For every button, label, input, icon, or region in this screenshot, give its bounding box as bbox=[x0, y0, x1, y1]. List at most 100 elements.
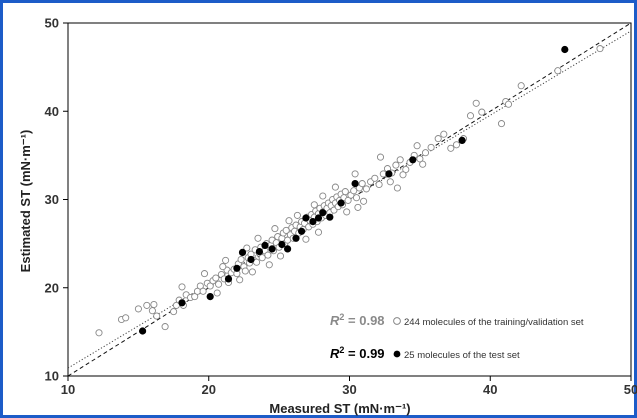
test-point bbox=[292, 234, 300, 242]
training-point bbox=[237, 255, 245, 264]
x-axis-label: Measured ST (mN·m⁻¹) bbox=[269, 401, 410, 416]
training-point bbox=[276, 252, 285, 260]
y-tick-label: 40 bbox=[45, 104, 59, 119]
test-point bbox=[247, 255, 255, 264]
test-point bbox=[206, 293, 214, 301]
test-point bbox=[319, 209, 327, 217]
training-point bbox=[554, 67, 562, 75]
training-point bbox=[271, 225, 279, 233]
training-point bbox=[302, 235, 310, 243]
test-point bbox=[314, 214, 323, 222]
training-point bbox=[191, 293, 199, 301]
legend-marker-open-circle bbox=[393, 317, 401, 325]
training-point bbox=[122, 314, 130, 322]
test-point bbox=[238, 248, 247, 256]
training-point bbox=[402, 165, 410, 174]
test-point bbox=[561, 45, 569, 54]
test-point bbox=[409, 156, 417, 164]
y-tick-label: 20 bbox=[45, 280, 59, 295]
test-point bbox=[268, 245, 276, 253]
training-point bbox=[212, 274, 220, 282]
training-point bbox=[343, 208, 351, 216]
test-point bbox=[309, 218, 317, 226]
data-points bbox=[95, 45, 604, 337]
test-point bbox=[233, 264, 241, 272]
x-tick-label: 50 bbox=[624, 382, 637, 397]
training-point bbox=[206, 282, 214, 290]
training-point bbox=[172, 301, 180, 309]
training-point bbox=[421, 149, 430, 157]
training-point bbox=[371, 174, 379, 182]
legend-label-training: 244 molecules of the training/validation… bbox=[404, 317, 584, 328]
axis-ticks: 10 20 30 40 50 10 20 30 40 50 bbox=[45, 16, 637, 398]
test-point bbox=[458, 136, 466, 144]
training-point bbox=[419, 160, 427, 168]
legend-marker-filled-circle bbox=[393, 350, 401, 358]
training-point bbox=[396, 156, 404, 164]
training-point bbox=[170, 308, 178, 316]
test-point bbox=[326, 213, 334, 221]
training-point bbox=[466, 112, 475, 120]
test-point bbox=[302, 214, 310, 222]
test-point bbox=[351, 180, 359, 188]
training-point bbox=[253, 258, 261, 266]
test-point bbox=[284, 245, 292, 253]
training-point bbox=[243, 244, 251, 252]
training-point bbox=[399, 171, 407, 179]
training-point bbox=[344, 196, 352, 204]
x-tick-label: 30 bbox=[342, 382, 356, 397]
training-point bbox=[153, 312, 161, 320]
training-point bbox=[478, 108, 486, 116]
training-point bbox=[350, 187, 358, 195]
test-point bbox=[278, 240, 286, 249]
training-point bbox=[222, 256, 230, 264]
training-point bbox=[452, 141, 461, 149]
x-tick-label: 40 bbox=[483, 382, 497, 397]
training-point bbox=[310, 201, 318, 209]
test-point bbox=[178, 299, 186, 307]
training-point bbox=[427, 143, 435, 151]
training-point bbox=[319, 192, 327, 200]
reference-line-fit bbox=[67, 30, 632, 369]
training-point bbox=[331, 183, 339, 191]
x-tick-label: 10 bbox=[61, 382, 75, 397]
test-point bbox=[255, 248, 264, 256]
training-point bbox=[282, 226, 290, 234]
training-point bbox=[199, 287, 207, 295]
training-point bbox=[95, 329, 103, 337]
training-point bbox=[393, 184, 401, 192]
training-point bbox=[358, 180, 366, 188]
test-point bbox=[385, 170, 393, 178]
training-point bbox=[596, 45, 604, 53]
training-point bbox=[200, 270, 209, 278]
training-point bbox=[354, 203, 362, 211]
legend: R2 = 0.98 244 molecules of the training/… bbox=[330, 312, 584, 361]
training-point bbox=[376, 153, 385, 161]
training-point bbox=[447, 144, 455, 152]
training-point bbox=[472, 99, 480, 107]
training-point bbox=[352, 194, 361, 202]
test-point bbox=[298, 227, 306, 235]
legend-entry-training: R2 = 0.98 244 molecules of the training/… bbox=[330, 312, 584, 328]
training-point bbox=[161, 323, 169, 331]
training-point bbox=[248, 268, 256, 276]
training-point bbox=[265, 261, 273, 269]
training-point bbox=[386, 178, 394, 186]
training-point bbox=[293, 211, 301, 219]
training-point bbox=[241, 267, 249, 275]
training-point bbox=[264, 251, 272, 259]
legend-label-test: 25 molecules of the test set bbox=[404, 350, 520, 361]
training-point bbox=[341, 188, 349, 196]
training-point bbox=[178, 283, 186, 291]
training-point bbox=[213, 289, 221, 297]
training-point bbox=[416, 155, 424, 163]
training-point bbox=[360, 197, 368, 205]
training-point bbox=[219, 263, 227, 271]
y-tick-label: 10 bbox=[45, 369, 59, 384]
training-point bbox=[314, 228, 323, 236]
training-point bbox=[258, 254, 266, 262]
training-point bbox=[196, 282, 204, 290]
training-point bbox=[375, 180, 383, 189]
training-point bbox=[497, 120, 506, 128]
training-point bbox=[285, 217, 293, 225]
